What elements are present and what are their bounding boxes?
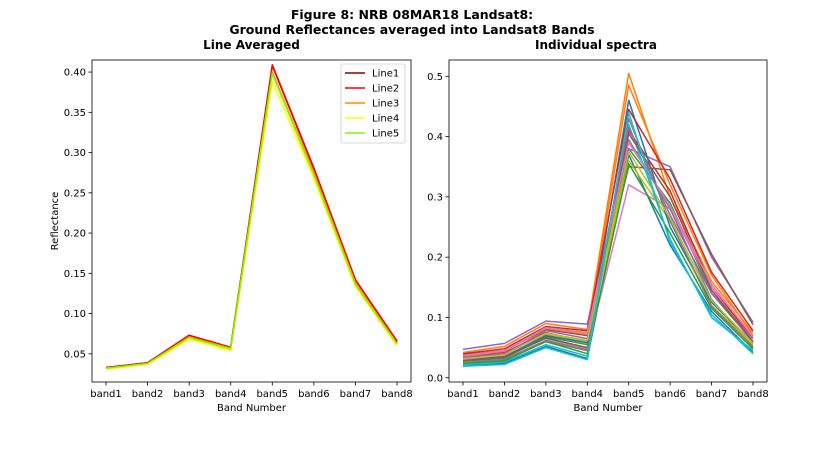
line-averaged-axes-frame (91, 59, 412, 383)
line-averaged-x-tick-label: band1 (90, 389, 122, 400)
line-averaged-panel: Line Averaged Band Number Reflectance ba… (50, 38, 413, 414)
line-averaged-legend-label: Line4 (372, 114, 399, 125)
figure-title-line1: Figure 8: NRB 08MAR18 Landsat8: (291, 7, 533, 22)
individual-spectra-series-line-13 (462, 162, 754, 365)
line-averaged-legend-label: Line5 (372, 129, 399, 140)
line-averaged-legend-label: Line1 (372, 69, 399, 80)
individual-spectra-axes-frame (448, 59, 768, 383)
individual-spectra-panel: Individual spectra Band Number band1 band… (427, 38, 769, 414)
line-averaged-title: Line Averaged (203, 38, 300, 52)
individual-spectra-x-tick-label: band2 (489, 389, 521, 400)
line-averaged-x-tick-label: band7 (340, 389, 372, 400)
line-averaged-x-tick-label: band6 (298, 389, 330, 400)
line-averaged-x-tick-label: band5 (257, 389, 289, 400)
individual-spectra-x-tick-label: band6 (654, 389, 686, 400)
line-averaged-legend-label: Line3 (372, 99, 399, 110)
line-averaged-legend-label: Line2 (372, 84, 399, 95)
individual-spectra-y-tick-label: 0.4 (427, 132, 443, 143)
individual-spectra-title: Individual spectra (535, 38, 657, 52)
line-averaged-x-tick-label: band4 (215, 389, 247, 400)
individual-spectra-series-line-20 (462, 111, 754, 368)
individual-spectra-x-tick-label: band5 (613, 389, 645, 400)
line-averaged-y-tick-label: 0.25 (64, 188, 86, 199)
figure-title-line2: Ground Reflectances averaged into Landsa… (229, 22, 594, 37)
line-averaged-series-line-5 (105, 72, 398, 370)
line-averaged-y-label: Reflectance (50, 192, 61, 251)
individual-spectra-x-tick-label: band8 (737, 389, 769, 400)
line-averaged-y-tick-label: 0.05 (64, 349, 86, 360)
individual-spectra-y-tick-label: 0.2 (427, 253, 443, 264)
line-averaged-y-tick-label: 0.10 (64, 309, 86, 320)
line-averaged-y-tick-label: 0.35 (64, 108, 86, 119)
individual-spectra-series-line-19 (462, 150, 754, 360)
line-averaged-x-label: Band Number (217, 403, 287, 414)
individual-spectra-series-line-2 (462, 72, 754, 354)
line-averaged-legend: Line1 Line2 Line3 Line4 Line5 (340, 63, 406, 144)
individual-spectra-y-tick-label: 0.5 (427, 72, 443, 83)
line-averaged-x-tick-label: band2 (132, 389, 164, 400)
individual-spectra-y-tick-label: 0.0 (427, 373, 443, 384)
individual-spectra-x-tick-label: band7 (696, 389, 728, 400)
individual-spectra-x-tick-label: band1 (447, 389, 479, 400)
individual-spectra-y-tick-label: 0.1 (427, 313, 443, 324)
line-averaged-y-tick-label: 0.15 (64, 269, 86, 280)
individual-spectra-x-tick-label: band4 (572, 389, 604, 400)
individual-spectra-y-tick-label: 0.3 (427, 192, 443, 203)
individual-spectra-x-label: Band Number (573, 403, 643, 414)
individual-spectra-series-line-14 (462, 108, 754, 355)
line-averaged-y-tick-label: 0.40 (64, 68, 86, 79)
line-averaged-x-tick-label: band8 (381, 389, 413, 400)
line-averaged-x-tick-label: band3 (173, 389, 205, 400)
line-averaged-y-tick-label: 0.30 (64, 148, 86, 159)
line-averaged-legend-box (340, 63, 406, 144)
line-averaged-y-tick-label: 0.20 (64, 229, 86, 240)
individual-spectra-x-tick-label: band3 (530, 389, 562, 400)
